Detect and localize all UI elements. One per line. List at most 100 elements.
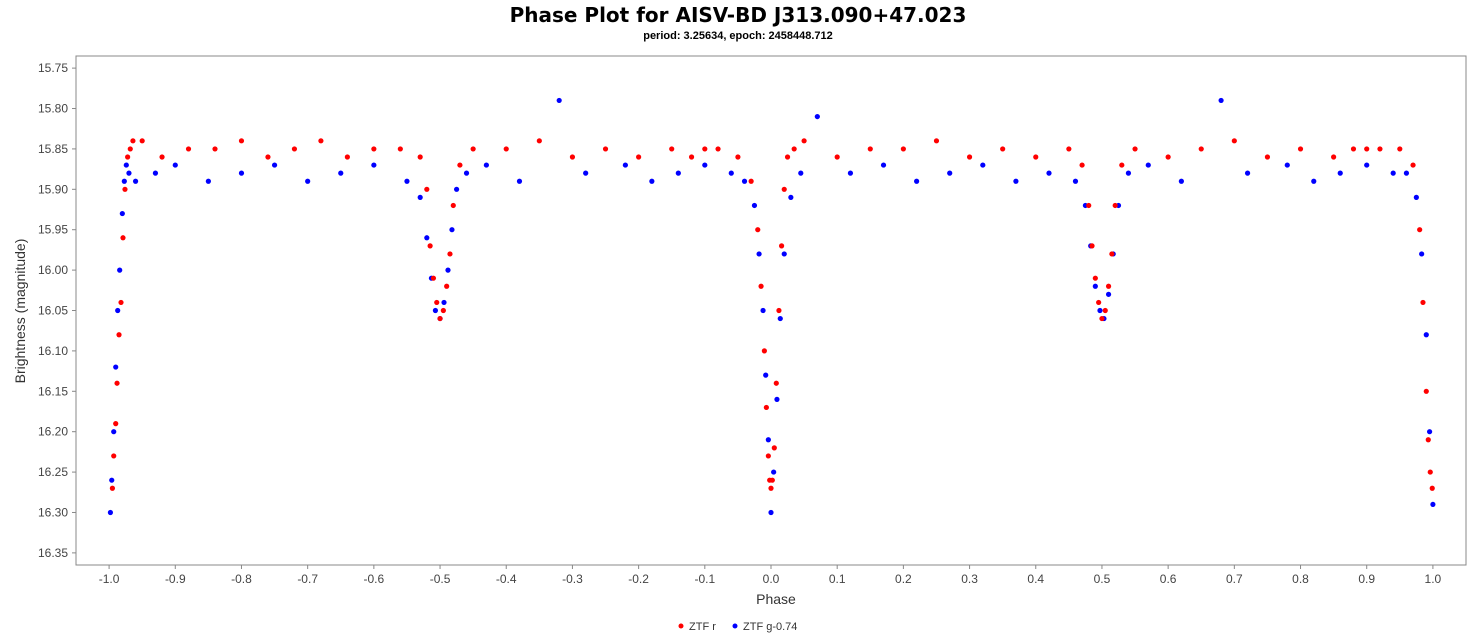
x-tick-label: -0.7 bbox=[297, 572, 318, 586]
ztf-r-point bbox=[966, 154, 973, 160]
ztf-r-point bbox=[1089, 243, 1095, 249]
y-tick-label: 16.35 bbox=[38, 546, 68, 560]
x-tick-label: 0.0 bbox=[763, 572, 780, 586]
ztf-r-point bbox=[470, 146, 476, 152]
ztf-g-point bbox=[1218, 97, 1224, 104]
x-tick-label: -0.2 bbox=[628, 572, 649, 586]
ztf-r-point bbox=[109, 485, 116, 491]
ztf-r-point bbox=[118, 299, 124, 306]
ztf-r-point bbox=[1198, 146, 1204, 152]
ztf-g-point bbox=[271, 162, 278, 168]
ztf-r-point bbox=[735, 154, 741, 160]
ztf-r-point bbox=[1423, 388, 1429, 394]
ztf-g-point bbox=[371, 162, 377, 168]
ztf-r-point bbox=[1350, 146, 1357, 152]
y-tick-label: 16.25 bbox=[38, 465, 68, 479]
ztf-g-point bbox=[1072, 178, 1079, 184]
ztf-g-point bbox=[751, 202, 758, 209]
ztf-r-point bbox=[1086, 202, 1092, 209]
ztf-g-point bbox=[172, 162, 178, 168]
x-tick-label: 0.4 bbox=[1027, 572, 1044, 586]
ztf-g-point bbox=[404, 178, 410, 184]
ztf-r-point bbox=[771, 445, 777, 451]
ztf-r-point bbox=[1079, 162, 1085, 168]
ztf-r-point bbox=[1066, 146, 1072, 152]
ztf-r-point bbox=[116, 332, 122, 338]
y-tick-label: 15.80 bbox=[38, 102, 68, 116]
ztf-g-point bbox=[788, 194, 794, 200]
ztf-r-point bbox=[1417, 227, 1423, 233]
ztf-g-point bbox=[117, 267, 123, 273]
ztf-r-point bbox=[1364, 146, 1370, 152]
ztf-r-point bbox=[1377, 146, 1383, 152]
ztf-r-point bbox=[291, 146, 298, 152]
ztf-g-point bbox=[238, 170, 245, 176]
ztf-r-point bbox=[602, 146, 609, 152]
legend: ZTF r ZTF g-0.74 bbox=[678, 621, 797, 633]
y-tick-label: 16.30 bbox=[38, 505, 68, 519]
ztf-g-point bbox=[622, 162, 628, 168]
chart-subtitle: period: 3.25634, epoch: 2458448.712 bbox=[643, 30, 833, 42]
ztf-g-point bbox=[107, 509, 114, 516]
ztf-g-point bbox=[1403, 170, 1410, 176]
y-tick-label: 16.20 bbox=[38, 425, 68, 439]
ztf-r-point bbox=[139, 138, 145, 144]
x-tick-label: 0.9 bbox=[1358, 572, 1375, 586]
ztf-r-point bbox=[636, 154, 642, 160]
ztf-r-point bbox=[1427, 469, 1433, 475]
ztf-r-point bbox=[748, 178, 754, 184]
ztf-g-point bbox=[947, 170, 953, 176]
ztf-r-point bbox=[1119, 162, 1125, 168]
ztf-g-point bbox=[111, 429, 117, 435]
ztf-g-point bbox=[441, 299, 447, 306]
x-tick-label: 0.7 bbox=[1226, 572, 1243, 586]
ztf-r-point bbox=[238, 138, 245, 144]
ztf-g-point bbox=[556, 97, 562, 104]
ztf-r-point bbox=[755, 227, 761, 233]
ztf-r-point bbox=[900, 146, 906, 152]
ztf-r-point bbox=[111, 453, 117, 459]
ztf-r-point bbox=[1033, 154, 1039, 160]
ztf-r-point bbox=[702, 146, 708, 152]
ztf-g-point bbox=[583, 170, 589, 176]
ztf-g-point bbox=[781, 251, 787, 257]
ztf-g-point bbox=[728, 170, 734, 176]
ztf-r-point bbox=[113, 421, 119, 427]
ztf-r-point bbox=[114, 380, 120, 386]
x-tick-label: 0.2 bbox=[895, 572, 912, 586]
ztf-g-point bbox=[1426, 429, 1433, 435]
ztf-r-point bbox=[127, 146, 133, 152]
ztf-r-point bbox=[776, 307, 782, 314]
ztf-g-point bbox=[1430, 501, 1436, 508]
ztf-r-point bbox=[1132, 146, 1138, 152]
ztf-g-point bbox=[152, 170, 159, 176]
y-tick-label: 16.10 bbox=[38, 344, 68, 358]
ztf-g-point bbox=[1390, 170, 1396, 176]
ztf-g-point bbox=[449, 227, 455, 233]
ztf-g-point bbox=[914, 178, 920, 184]
ztf-g-point bbox=[123, 162, 129, 168]
ztf-r-point bbox=[1264, 154, 1271, 160]
ztf-g-point bbox=[702, 162, 708, 168]
x-tick-label: -1.0 bbox=[99, 572, 120, 586]
y-tick-label: 15.95 bbox=[38, 223, 68, 237]
ztf-g-point bbox=[1244, 170, 1251, 176]
legend-marker-ztf-r bbox=[678, 623, 684, 629]
ztf-g-point bbox=[760, 307, 766, 314]
chart-title: Phase Plot for AISV-BD J313.090+47.023 bbox=[510, 3, 967, 27]
ztf-g-point bbox=[1097, 307, 1103, 314]
ztf-g-point bbox=[445, 267, 451, 273]
ztf-r-point bbox=[444, 283, 450, 289]
x-tick-label: -0.1 bbox=[694, 572, 715, 586]
ztf-r-point bbox=[397, 146, 403, 152]
ztf-g-point bbox=[132, 178, 139, 184]
ztf-r-point bbox=[778, 243, 785, 249]
ztf-g-point bbox=[119, 210, 125, 217]
x-tick-label: -0.8 bbox=[231, 572, 252, 586]
ztf-r-point bbox=[1165, 154, 1171, 160]
ztf-r-point bbox=[1000, 146, 1006, 152]
y-axis-label: Brightness (magnitude) bbox=[12, 239, 28, 384]
ztf-r-point bbox=[503, 146, 509, 152]
ztf-g-point bbox=[1105, 291, 1112, 297]
